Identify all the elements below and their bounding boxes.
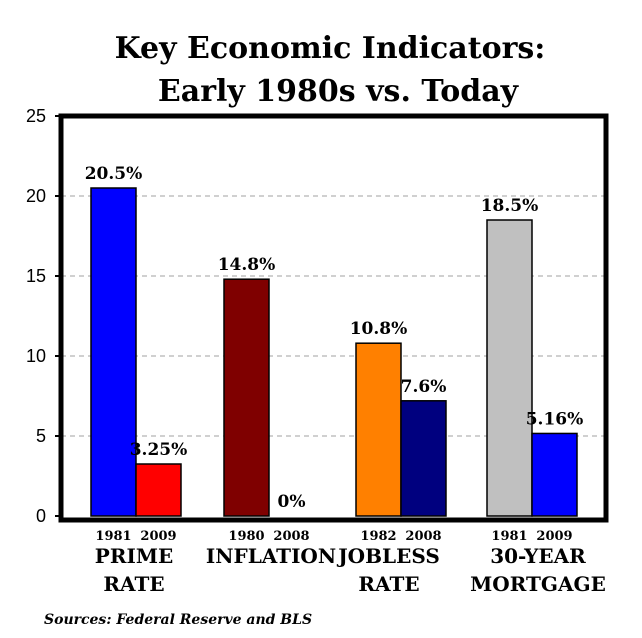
year-label: 2009 <box>140 529 176 544</box>
year-label: 1981 <box>95 529 131 544</box>
bar-value-label: 20.5% <box>85 164 143 184</box>
y-tick-label: 20 <box>26 186 46 206</box>
y-tick-label: 25 <box>26 106 46 126</box>
y-axis: 0 5 10 15 20 25 <box>26 106 61 526</box>
source-note: Sources: Federal Reserve and BLS <box>44 612 312 628</box>
group-label: 30-YEAR <box>490 544 586 568</box>
bar <box>135 463 182 517</box>
y-tick-label: 15 <box>26 266 46 286</box>
bar <box>400 400 447 517</box>
chart-title-line-2: Early 1980s vs. Today <box>158 74 520 109</box>
bar-value-label: 10.8% <box>350 319 408 339</box>
y-tick-label: 0 <box>36 506 46 526</box>
bar <box>531 432 578 517</box>
bar-value-label: 3.25% <box>130 440 188 460</box>
year-label: 1981 <box>491 529 527 544</box>
y-tick-label: 10 <box>26 346 46 366</box>
year-label: 2008 <box>273 529 309 544</box>
year-label: 1980 <box>228 529 264 544</box>
bar-value-label: 7.6% <box>401 377 447 397</box>
bar-labels: 20.5% 3.25% 14.8% 0% 10.8% 7.6% 18.5% 5.16% <box>85 164 584 512</box>
group-label: INFLATION <box>206 544 336 568</box>
y-tick-label: 5 <box>36 426 46 446</box>
bar <box>486 219 533 517</box>
group-label: PRIME <box>95 544 173 568</box>
group-label: JOBLESS <box>336 544 440 568</box>
group-label: RATE <box>358 572 419 596</box>
chart-title-line-1: Key Economic Indicators: <box>115 31 546 66</box>
bar <box>223 278 270 517</box>
bar-value-label: 14.8% <box>218 255 276 275</box>
group-label: MORTGAGE <box>470 572 606 596</box>
year-label: 2009 <box>536 529 572 544</box>
bar <box>355 342 402 517</box>
bar-value-label: 18.5% <box>481 196 539 216</box>
bars <box>90 187 578 517</box>
plot-frame <box>58 113 609 523</box>
year-label: 1982 <box>360 529 396 544</box>
bar <box>90 187 137 517</box>
bar-value-label: 0% <box>278 492 306 512</box>
year-label: 2008 <box>405 529 441 544</box>
group-label: RATE <box>103 572 164 596</box>
bar-value-label: 5.16% <box>526 409 584 429</box>
